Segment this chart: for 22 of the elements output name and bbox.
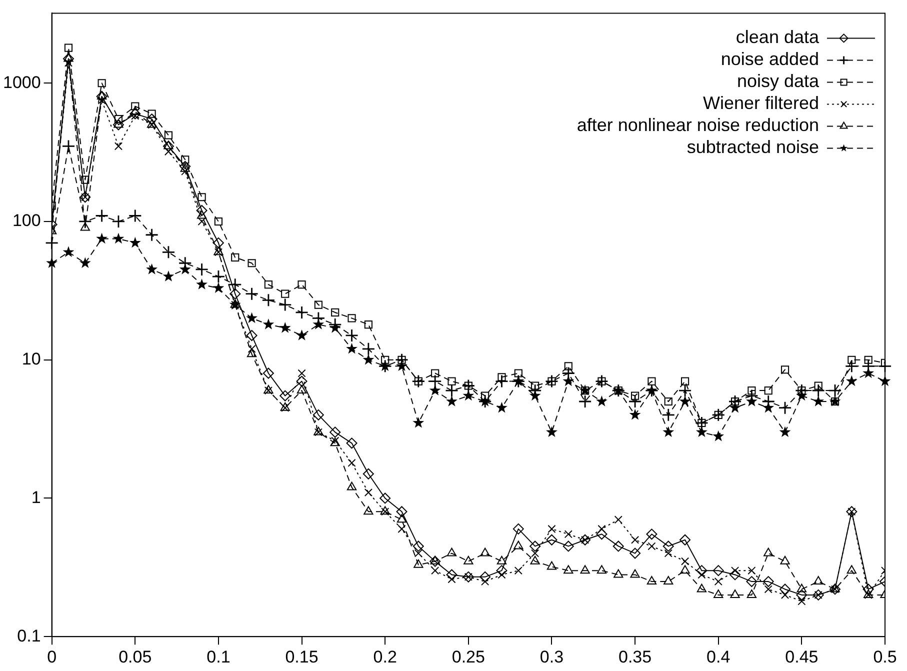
x-tick-label: 0.3 bbox=[540, 647, 564, 666]
legend-label: Wiener filtered bbox=[702, 93, 819, 114]
legend-label: noise added bbox=[720, 49, 819, 70]
x-tick-label: 0.15 bbox=[285, 647, 318, 666]
legend-label: after nonlinear noise reduction bbox=[576, 115, 819, 136]
y-tick-label: 10 bbox=[22, 350, 41, 369]
y-tick-label: 0.1 bbox=[17, 626, 41, 646]
y-tick-label: 100 bbox=[12, 211, 41, 230]
x-tick-label: 0.45 bbox=[785, 647, 818, 666]
x-tick-label: 0.35 bbox=[618, 647, 652, 666]
x-tick-label: 0.05 bbox=[118, 647, 152, 666]
legend-label: clean data bbox=[736, 27, 820, 48]
x-tick-label: 0.1 bbox=[206, 647, 230, 666]
y-tick-label: 1000 bbox=[2, 72, 41, 92]
x-tick-label: 0 bbox=[47, 647, 57, 666]
x-tick-label: 0.4 bbox=[706, 647, 730, 666]
x-tick-label: 0.2 bbox=[373, 647, 397, 666]
legend-label: subtracted noise bbox=[686, 137, 819, 158]
x-tick-label: 0.5 bbox=[873, 647, 897, 666]
x-tick-label: 0.25 bbox=[452, 647, 485, 666]
legend-label: noisy data bbox=[736, 71, 820, 92]
y-tick-label: 1 bbox=[31, 488, 41, 507]
